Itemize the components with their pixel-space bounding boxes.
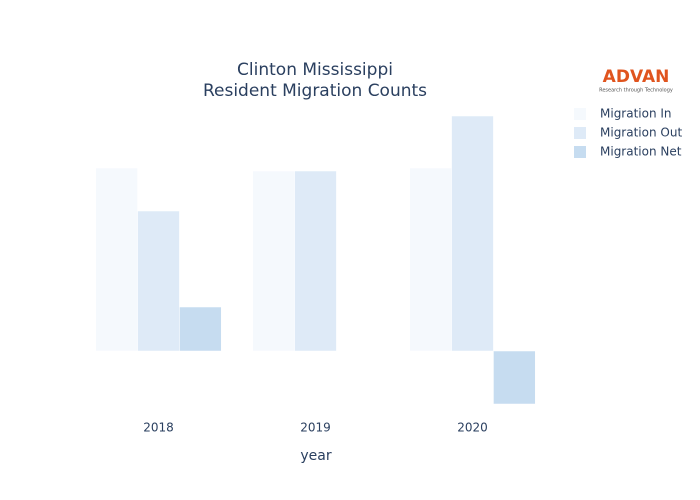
bar <box>336 350 379 352</box>
legend-swatch <box>574 108 586 120</box>
logo: ADVAN <box>603 67 670 87</box>
logo-tagline: Research through Technology <box>599 88 673 94</box>
bar <box>493 350 536 405</box>
legend-swatch <box>574 127 586 139</box>
chart-title: Clinton Mississippi <box>237 60 393 80</box>
bar <box>179 306 222 352</box>
x-axis-title: year <box>300 448 331 464</box>
legend-label: Migration Out <box>600 126 682 140</box>
bar <box>95 167 138 352</box>
bar <box>137 210 180 352</box>
x-tick-label: 2018 <box>143 421 174 435</box>
bar <box>294 170 337 352</box>
legend-label: Migration Net <box>600 145 682 159</box>
bar <box>252 170 295 352</box>
bar <box>451 115 494 352</box>
legend-swatch <box>574 146 586 158</box>
legend-label: Migration In <box>600 107 672 121</box>
x-tick-label: 2019 <box>300 421 331 435</box>
chart-title: Resident Migration Counts <box>203 81 427 101</box>
x-tick-label: 2020 <box>457 421 488 435</box>
bar <box>409 167 452 352</box>
